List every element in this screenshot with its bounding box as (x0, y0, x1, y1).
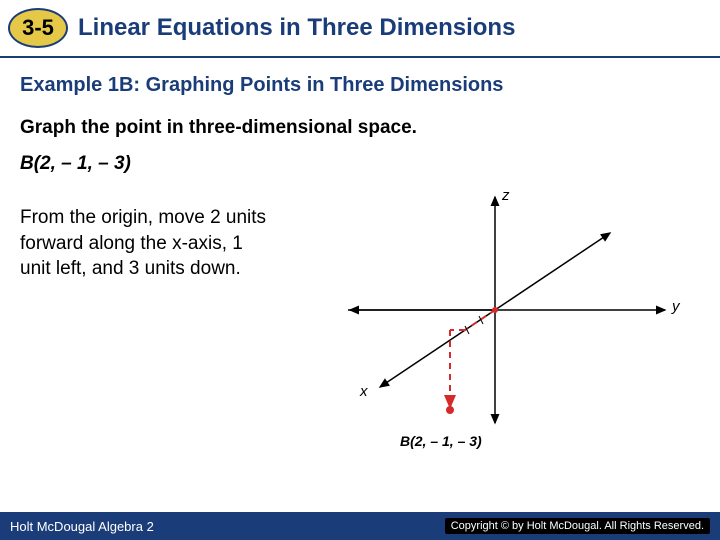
origin-dot (492, 307, 498, 313)
y-axis-label: y (672, 298, 680, 315)
footer-left: Holt McDougal Algebra 2 (10, 519, 154, 534)
footer-copyright: Copyright © by Holt McDougal. All Rights… (445, 518, 710, 534)
x-axis-pos (380, 310, 495, 387)
explanation-text: From the origin, move 2 units forward al… (20, 185, 270, 282)
body-row: From the origin, move 2 units forward al… (20, 185, 700, 455)
point-label-text: B(2, – 1, – 3) (20, 153, 131, 174)
slide-content: Example 1B: Graphing Points in Three Dim… (0, 58, 720, 455)
section-number: 3-5 (22, 15, 54, 41)
axes-svg (270, 185, 690, 455)
slide-header: 3-5 Linear Equations in Three Dimensions (0, 0, 720, 58)
z-axis-label: z (502, 187, 510, 204)
header-title: Linear Equations in Three Dimensions (78, 14, 515, 42)
example-title: Example 1B: Graphing Points in Three Dim… (20, 74, 700, 97)
slide-footer: Holt McDougal Algebra 2 Copyright © by H… (0, 512, 720, 540)
x-axis-neg (495, 233, 610, 310)
point-caption: B(2, – 1, – 3) (400, 433, 482, 449)
point-b-dot (446, 406, 454, 414)
axes-diagram: z y x B(2, – 1, – 3) (270, 185, 690, 455)
instruction-text: Graph the point in three-dimensional spa… (20, 117, 700, 139)
section-badge: 3-5 (8, 8, 68, 48)
x-axis-label: x (360, 383, 368, 400)
point-label: B(2, – 1, – 3) (20, 153, 700, 175)
point-caption-text: B(2, – 1, – 3) (400, 433, 482, 449)
